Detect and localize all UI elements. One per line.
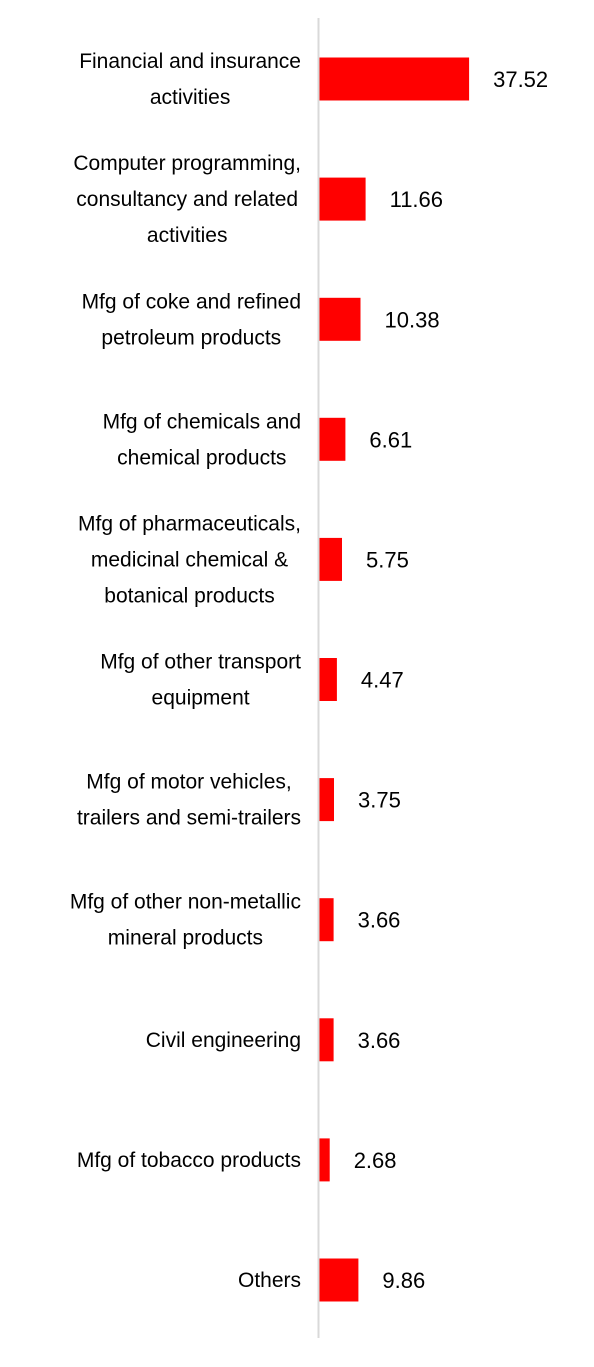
category-label-line: activities <box>147 224 228 247</box>
category-label-line: Mfg of coke and refined <box>82 290 301 313</box>
category-label-line: Mfg of pharmaceuticals, <box>78 512 301 535</box>
category-label-line: Mfg of motor vehicles, <box>86 771 291 794</box>
category-label-line: activities <box>150 86 231 109</box>
category-label: Mfg of other non-metallic mineral product… <box>70 891 301 950</box>
category-label: Mfg of coke and refined petroleum product… <box>82 290 301 349</box>
category-label-line: Mfg of other transport <box>100 651 301 674</box>
value-label: 3.75 <box>358 788 401 813</box>
bar <box>319 1138 330 1182</box>
bar <box>319 297 361 341</box>
bar <box>319 57 470 101</box>
category-label-line: Civil engineering <box>146 1029 301 1052</box>
bar <box>319 898 334 942</box>
category-label-line: Mfg of tobacco products <box>77 1149 301 1172</box>
value-label: 3.66 <box>358 1028 401 1053</box>
value-label: 3.66 <box>358 908 401 933</box>
category-label-line: petroleum products <box>101 326 281 349</box>
value-label: 6.61 <box>369 427 412 452</box>
category-label-line: equipment <box>152 687 250 710</box>
bars-layer <box>319 57 470 1302</box>
category-label-line: Financial and insurance <box>79 50 301 73</box>
bar <box>319 1018 334 1062</box>
category-label-line: Mfg of chemicals and <box>103 410 301 433</box>
value-label: 2.68 <box>354 1148 397 1173</box>
category-label-line: botanical products <box>104 584 274 607</box>
category-label-line: medicinal chemical & <box>91 548 288 571</box>
bar <box>319 537 342 581</box>
value-label: 5.75 <box>366 547 409 572</box>
bar <box>319 417 346 461</box>
category-label: Mfg of motor vehicles, trailers and semi-… <box>77 771 301 830</box>
category-label-line: consultancy and related <box>76 188 298 211</box>
labels-layer: 37.52 Financial and insurance activities 11… <box>70 50 548 1293</box>
value-label: 10.38 <box>385 307 440 332</box>
category-label: Mfg of pharmaceuticals, medicinal chemica… <box>78 512 301 607</box>
value-label: 4.47 <box>361 668 404 693</box>
category-label: Financial and insurance activities <box>79 50 301 109</box>
category-label-line: mineral products <box>108 927 263 950</box>
bar <box>319 778 334 822</box>
category-label: Computer programming, consultancy and rel… <box>73 152 301 247</box>
category-label: Others <box>238 1269 301 1292</box>
category-label-line: Computer programming, <box>73 152 301 175</box>
bar <box>319 658 337 701</box>
bar <box>319 1258 359 1302</box>
category-label: Mfg of tobacco products <box>77 1149 301 1172</box>
category-label-line: trailers and semi-trailers <box>77 807 301 830</box>
category-label: Civil engineering <box>146 1029 301 1052</box>
value-label: 11.66 <box>390 187 443 212</box>
value-label: 9.86 <box>382 1268 425 1293</box>
category-label-line: chemical products <box>117 446 286 469</box>
category-label-line: Mfg of other non-metallic <box>70 891 301 914</box>
category-label: Mfg of other transport equipment <box>100 651 301 710</box>
category-label-line: Others <box>238 1269 301 1292</box>
bar <box>319 177 366 221</box>
value-label: 37.52 <box>493 67 548 92</box>
category-label: Mfg of chemicals and chemical products <box>103 410 301 469</box>
